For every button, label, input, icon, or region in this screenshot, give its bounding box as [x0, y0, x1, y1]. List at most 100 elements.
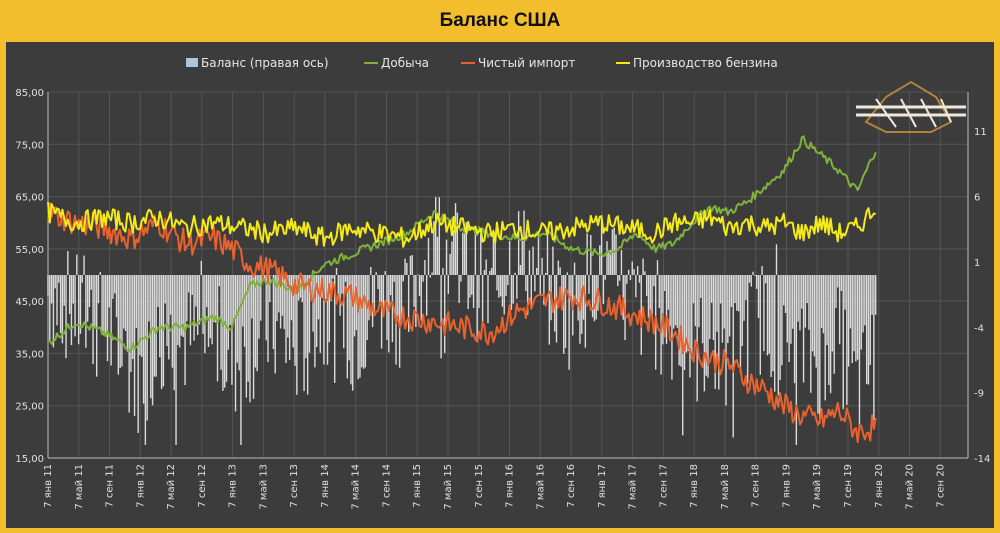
balance-bar	[650, 275, 651, 313]
balance-bar	[244, 275, 245, 347]
balance-bar	[734, 275, 735, 303]
balance-bar	[437, 237, 438, 275]
balance-bar	[574, 263, 575, 275]
balance-bar	[664, 275, 665, 291]
balance-bar	[404, 259, 405, 275]
chart-title: Баланс США	[440, 10, 561, 32]
balance-bar	[388, 275, 389, 352]
balance-bar	[857, 275, 858, 360]
balance-bar	[855, 275, 856, 361]
balance-bar	[832, 275, 833, 352]
balance-bar	[810, 275, 811, 393]
balance-bar	[657, 260, 658, 275]
balance-bar	[859, 275, 860, 431]
balance-bar	[779, 275, 780, 380]
balance-bar	[256, 275, 257, 371]
balance-bar	[725, 275, 726, 406]
balance-bar	[273, 275, 274, 349]
balance-bar	[460, 275, 461, 282]
balance-bar	[238, 275, 239, 370]
balance-bar	[478, 275, 479, 308]
balance-bar	[199, 275, 200, 324]
balance-bar	[523, 211, 524, 275]
balance-bar	[792, 275, 793, 329]
y-left-tick-label: 65,00	[15, 193, 44, 204]
balance-bar	[756, 275, 757, 289]
balance-bar	[511, 275, 512, 310]
balance-bar	[797, 275, 798, 322]
x-tick-label: 7 янв 18	[689, 464, 700, 508]
balance-bar	[201, 261, 202, 275]
balance-bar	[651, 275, 652, 316]
balance-bar	[743, 275, 744, 321]
balance-bar	[303, 275, 304, 391]
balance-bar	[695, 275, 696, 326]
balance-bar	[78, 275, 79, 344]
balance-bar	[736, 275, 737, 311]
balance-bar	[799, 275, 800, 330]
balance-bar	[862, 275, 863, 332]
balance-bar	[453, 230, 454, 275]
balance-bar	[65, 275, 66, 358]
balance-bar	[749, 275, 750, 283]
balance-bar	[127, 275, 128, 352]
balance-bar	[82, 275, 83, 283]
balance-bar	[646, 275, 647, 296]
balance-bar	[754, 275, 755, 276]
balance-bar	[210, 275, 211, 338]
balance-bar	[733, 275, 734, 438]
balance-bar	[354, 275, 355, 336]
balance-bar	[403, 275, 404, 281]
balance-bar	[446, 240, 447, 275]
balance-bar	[693, 275, 694, 303]
balance-bar	[529, 250, 530, 275]
balance-bar	[195, 275, 196, 307]
balance-bar	[653, 275, 654, 286]
x-tick-label: 7 май 13	[258, 464, 269, 510]
balance-bar	[85, 275, 86, 348]
x-tick-label: 7 сен 13	[289, 464, 300, 508]
balance-bar	[471, 275, 472, 295]
balance-bar	[159, 275, 160, 357]
balance-bar	[155, 275, 156, 377]
balance-bar	[677, 275, 678, 328]
balance-bar	[172, 275, 173, 368]
title-bar: Баланс США	[0, 0, 1000, 42]
x-tick-label: 7 янв 11	[43, 464, 54, 508]
balance-bar	[107, 275, 108, 361]
balance-bar	[814, 275, 815, 356]
balance-bar	[520, 265, 521, 275]
balance-bar	[868, 275, 869, 385]
balance-bar	[794, 275, 795, 383]
balance-bar	[742, 275, 743, 346]
balance-bar	[174, 275, 175, 390]
balance-bar	[148, 275, 149, 321]
legend-label-2: Чистый импорт	[478, 56, 575, 70]
balance-bar	[819, 275, 820, 423]
balance-bar	[419, 275, 420, 296]
balance-bar	[532, 247, 533, 275]
legend-label-0: Баланс (правая ось)	[201, 56, 329, 70]
balance-bar	[211, 275, 212, 344]
balance-bar	[449, 254, 450, 275]
balance-bar	[392, 275, 393, 342]
balance-bar	[678, 275, 679, 365]
balance-bar	[74, 275, 75, 336]
y-right-tick-label: 1	[974, 258, 980, 269]
balance-bar	[852, 275, 853, 363]
balance-bar	[442, 268, 443, 275]
balance-bar	[430, 275, 431, 278]
balance-bar	[312, 275, 313, 332]
balance-bar	[192, 275, 193, 295]
balance-bar	[747, 275, 748, 383]
balance-bar	[507, 275, 508, 285]
balance-bar	[146, 275, 147, 421]
balance-bar	[276, 275, 277, 321]
balance-bar	[64, 275, 65, 306]
balance-bar	[866, 275, 867, 384]
balance-bar	[110, 275, 111, 366]
balance-bar	[365, 275, 366, 367]
balance-bar	[361, 275, 362, 367]
balance-bar	[787, 275, 788, 343]
balance-bar	[125, 275, 126, 331]
